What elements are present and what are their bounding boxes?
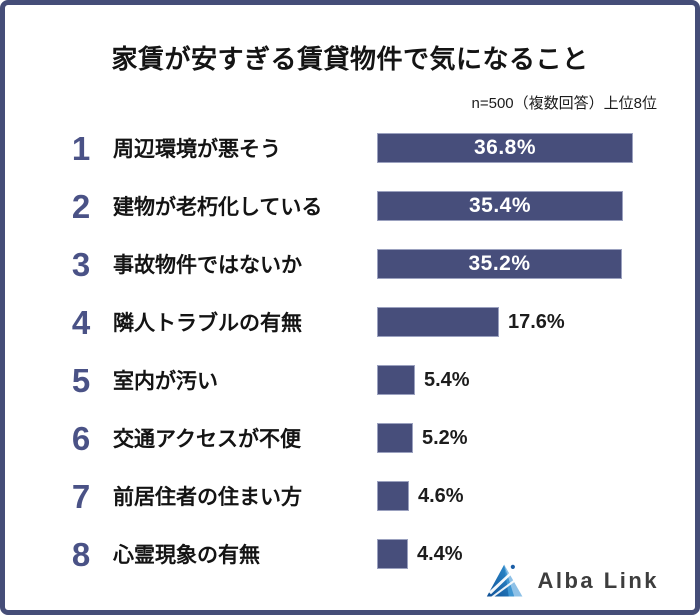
value-label-outside: 4.6% (418, 484, 464, 507)
chart-row: 5 室内が汚い 5.4% (5, 351, 695, 409)
value-label-outside: 17.6% (508, 310, 565, 333)
bar-track: 5.2% (377, 423, 675, 453)
bar-track: 4.6% (377, 481, 675, 511)
alba-link-logo-icon (487, 564, 523, 597)
alba-link-logo-text: Alba Link (537, 568, 659, 593)
bar-track: 17.6% (377, 307, 675, 337)
value-label-outside: 5.4% (424, 368, 470, 391)
value-label-inside: 35.4% (468, 194, 532, 217)
bar (377, 539, 408, 569)
bar-track: 35.2% (377, 249, 675, 279)
bar: 35.2% (377, 249, 622, 279)
bar: 36.8% (377, 133, 633, 163)
chart-row: 6 交通アクセスが不便 5.2% (5, 409, 695, 467)
value-label-outside: 5.2% (422, 426, 468, 449)
rank-number: 1 (71, 129, 91, 167)
bar-track: 4.4% (377, 539, 675, 569)
rank-number: 3 (71, 245, 91, 283)
chart-row: 3 事故物件ではないか 35.2% (5, 235, 695, 293)
category-label: 建物が老朽化している (113, 196, 323, 219)
chart-row: 4 隣人トラブルの有無 17.6% (5, 293, 695, 351)
category-label: 前居住者の住まい方 (113, 486, 302, 509)
category-label: 室内が汚い (113, 370, 218, 393)
rank-number: 4 (71, 303, 91, 341)
category-label: 心霊現象の有無 (113, 544, 260, 567)
bar-track: 35.4% (377, 191, 675, 221)
value-label-inside: 35.2% (468, 252, 531, 275)
rank-number: 6 (71, 419, 91, 457)
chart-title: 家賃が安すぎる賃貸物件で気になること (111, 44, 589, 74)
chart-row: 2 建物が老朽化している 35.4% (5, 177, 695, 235)
bar (377, 365, 415, 395)
category-label: 事故物件ではないか (113, 254, 302, 277)
bar-track: 36.8% (377, 133, 675, 163)
bar (377, 423, 413, 453)
chart-row: 7 前居住者の住まい方 4.6% (5, 467, 695, 525)
category-label: 隣人トラブルの有無 (113, 312, 302, 335)
rank-number: 8 (71, 535, 91, 573)
sample-size-note: n=500（複数回答）上位8位 (471, 95, 657, 112)
bar: 35.4% (377, 191, 623, 221)
bar-track: 5.4% (377, 365, 675, 395)
bar-chart: 1 周辺環境が悪そう 36.8% 2 建物が老朽化している 35.4% 3 事故… (5, 119, 695, 583)
value-label-inside: 36.8% (473, 136, 537, 159)
alba-link-logo: Alba Link (485, 561, 659, 601)
category-label: 周辺環境が悪そう (113, 138, 281, 161)
chart-row: 8 心霊現象の有無 4.4% (5, 525, 695, 583)
value-label-outside: 4.4% (417, 542, 463, 565)
bar (377, 307, 499, 337)
rank-number: 2 (71, 187, 91, 225)
bar (377, 481, 409, 511)
chart-row: 1 周辺環境が悪そう 36.8% (5, 119, 695, 177)
rank-number: 7 (71, 477, 91, 515)
rank-number: 5 (71, 361, 91, 399)
category-label: 交通アクセスが不便 (113, 428, 301, 451)
